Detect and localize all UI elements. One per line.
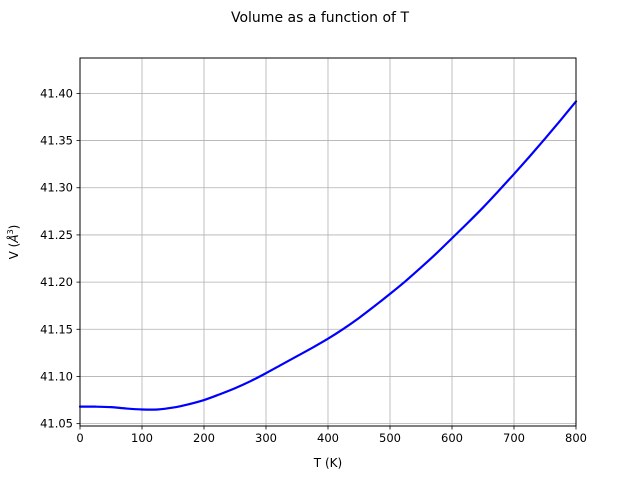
- series-line: [78, 100, 578, 411]
- x-tick-label: 600: [441, 431, 463, 445]
- x-tick-label: 500: [379, 431, 401, 445]
- y-axis-label-main: V (: [7, 243, 21, 260]
- y-axis-label-unit: Å: [6, 234, 21, 243]
- y-tick-label: 41.25: [40, 228, 73, 242]
- x-tick-label: 0: [76, 431, 83, 445]
- x-axis-label: T (K): [313, 456, 342, 470]
- y-axis: 41.05 41.10 41.15 41.20 41.25 41.30 41.35 41.40: [40, 86, 80, 431]
- y-tick-label: 41.05: [40, 417, 73, 431]
- y-axis-label-close: ): [7, 225, 21, 230]
- x-tick-label: 700: [503, 431, 525, 445]
- x-tick-label: 400: [317, 431, 339, 445]
- y-tick-label: 41.15: [40, 322, 73, 336]
- chart-title: Volume as a function of T: [231, 10, 409, 26]
- y-tick-label: 41.10: [40, 369, 73, 383]
- y-tick-label: 41.30: [40, 181, 73, 195]
- y-tick-label: 41.20: [40, 275, 73, 289]
- x-axis: 0 100 200 300 400 500 600 700 800: [76, 426, 587, 445]
- y-tick-label: 41.40: [40, 86, 73, 100]
- x-tick-label: 800: [565, 431, 587, 445]
- y-axis-label-exponent: 3: [6, 229, 15, 234]
- x-tick-label: 300: [255, 431, 277, 445]
- y-axis-label: V (Å3): [6, 225, 21, 260]
- x-tick-label: 200: [193, 431, 215, 445]
- y-tick-label: 41.35: [40, 134, 73, 148]
- grid-lines: [79, 58, 577, 426]
- x-tick-label: 100: [131, 431, 153, 445]
